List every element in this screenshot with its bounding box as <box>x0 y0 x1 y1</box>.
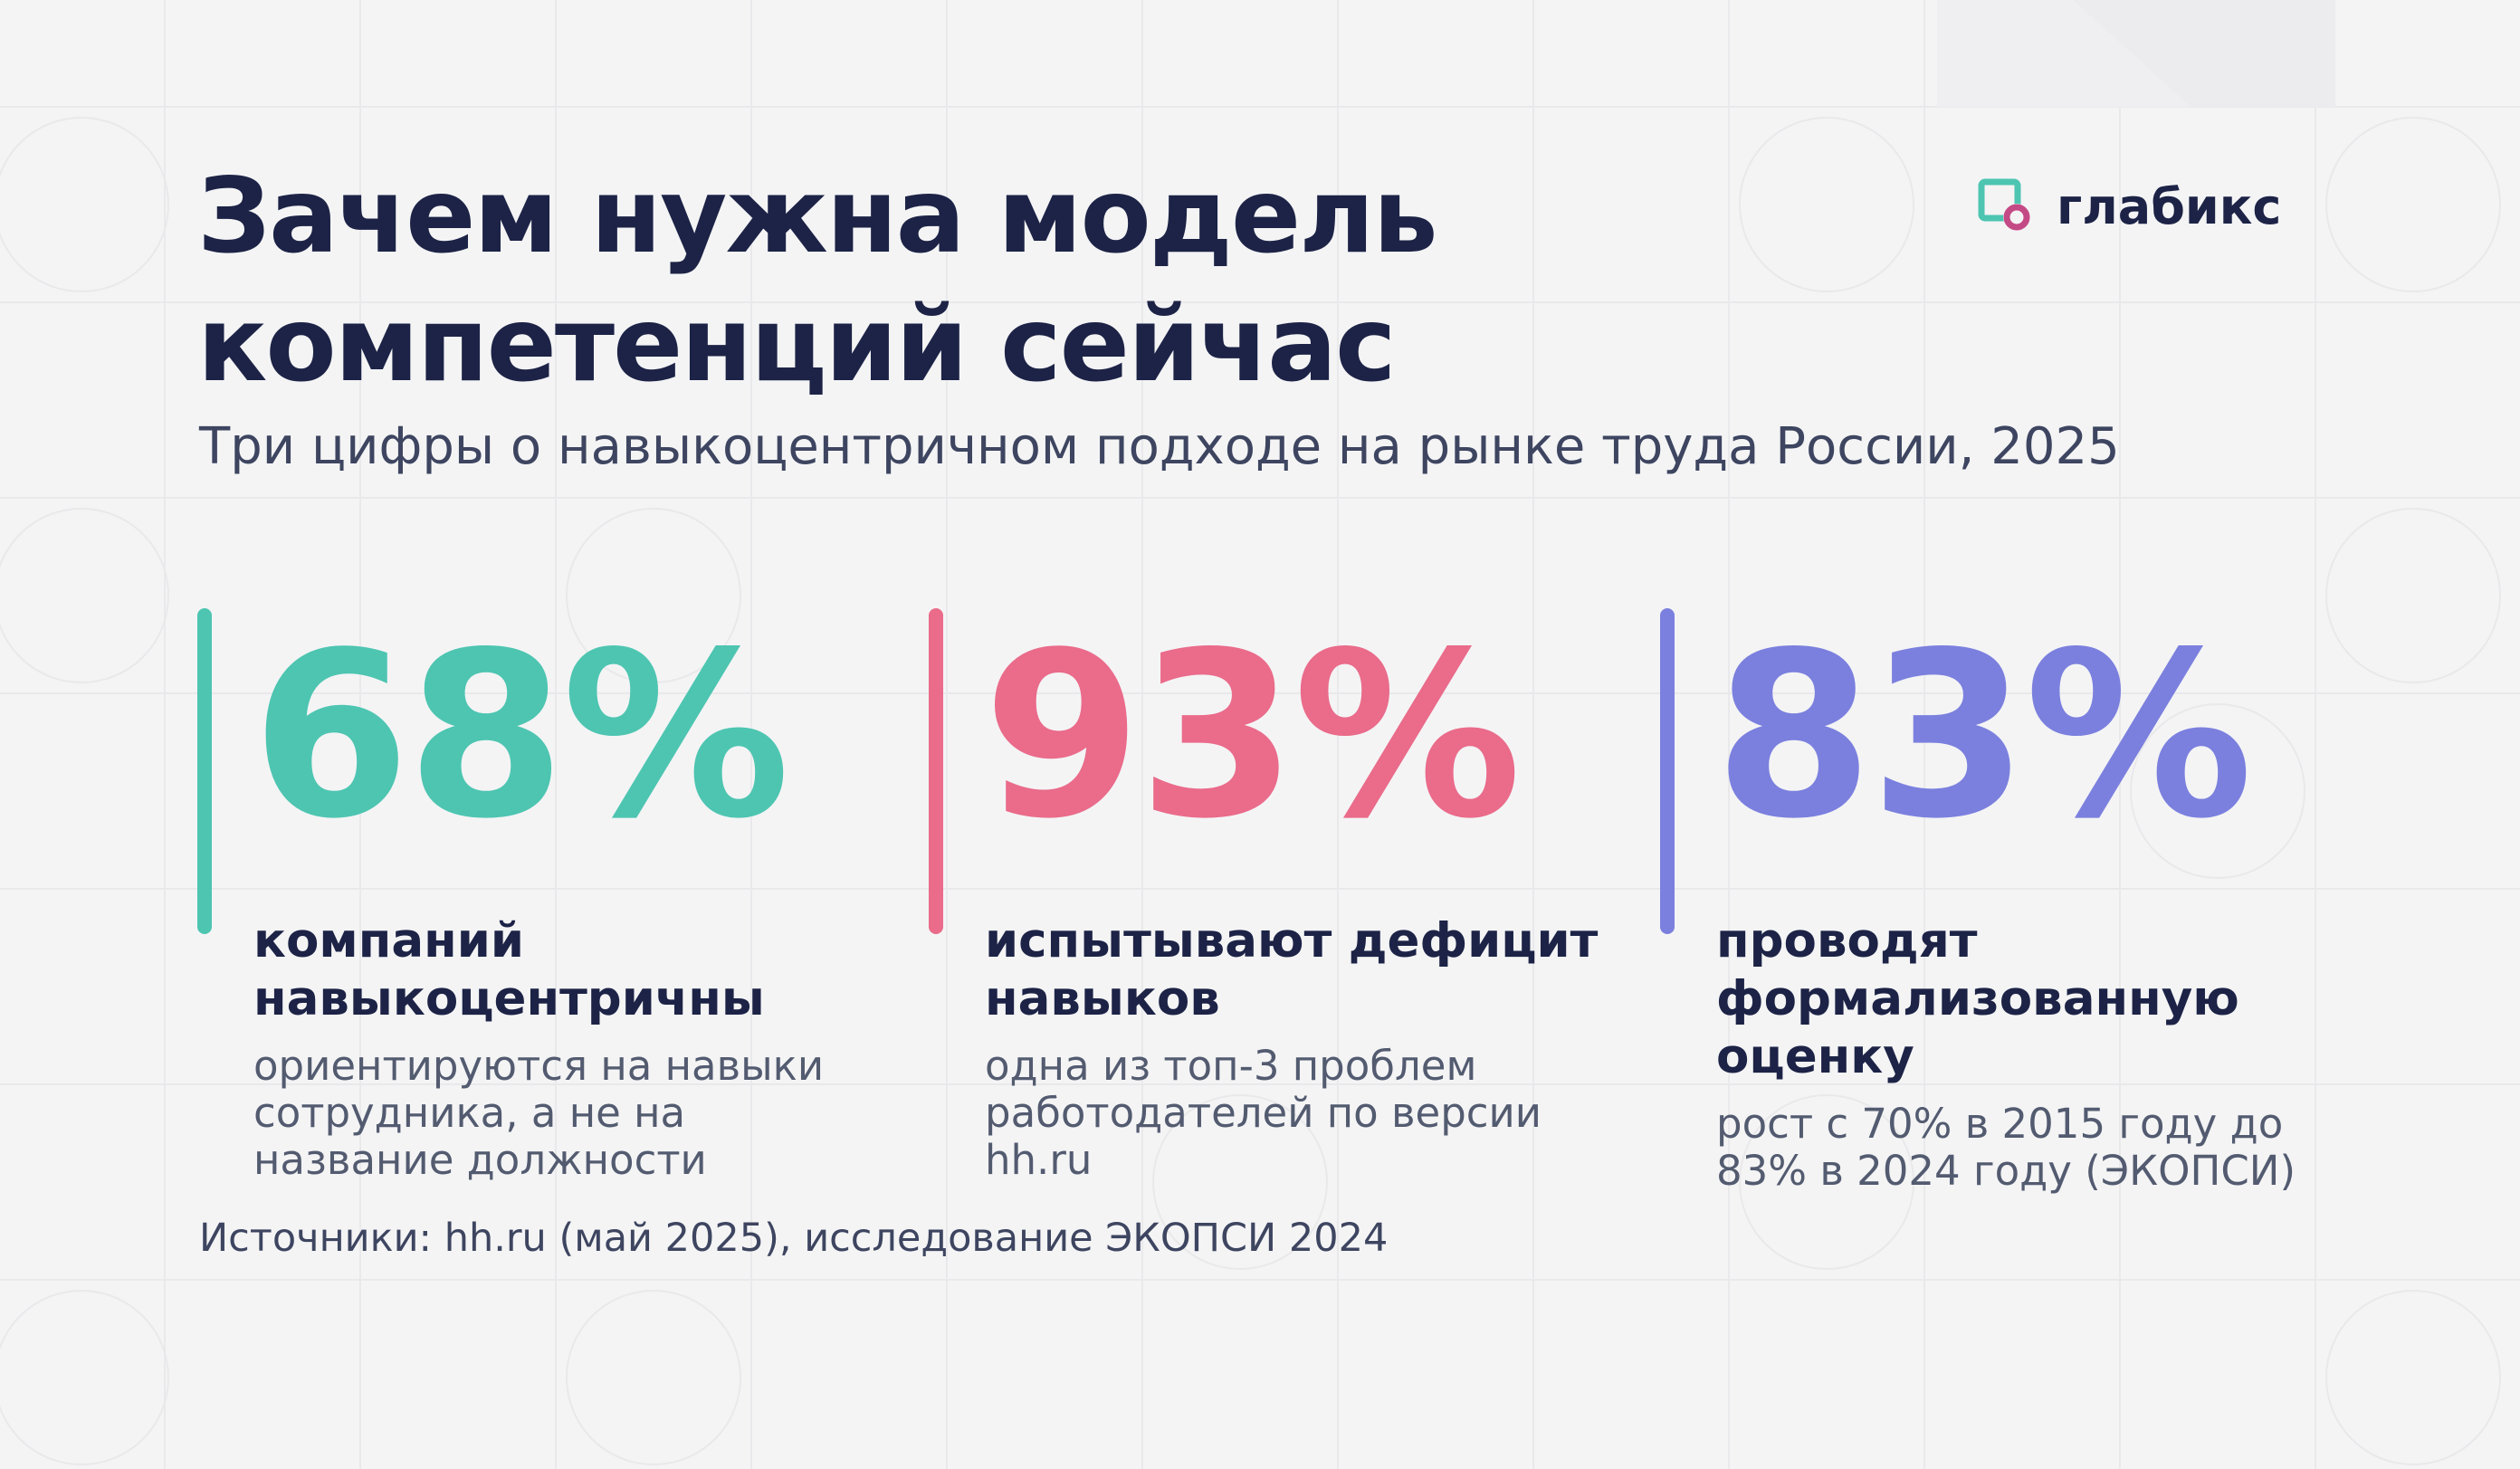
logo-text: глабикс <box>2057 177 2282 235</box>
stat-accent-bar <box>197 608 212 934</box>
page-title: Зачем нужна модель компетенций сейчас <box>197 152 1736 409</box>
stat-label: проводят формализованную оценку <box>1716 913 2239 1084</box>
stat-accent-bar <box>929 608 943 934</box>
stat-value: 83% <box>1714 604 2253 869</box>
sources-note: Источники: hh.ru (май 2025), исследовани… <box>199 1216 1389 1261</box>
title-line-2: компетенций сейчас <box>197 284 1397 405</box>
stat-description: ориентируются на навыки сотрудника, а не… <box>253 1042 825 1184</box>
stat-description: одна из топ-3 проблем работодателей по в… <box>985 1042 1542 1184</box>
title-line-1: Зачем нужна модель <box>197 156 1438 276</box>
stat-label: испытывают дефицит навыков <box>985 913 1599 1026</box>
page-subtitle: Три цифры о навыкоцентричном подходе на … <box>199 417 2120 476</box>
brand-logo: глабикс <box>1977 177 2281 235</box>
glabix-logo-icon <box>1978 178 2030 231</box>
stat-label: компаний навыкоцентричны <box>253 913 765 1026</box>
stat-accent-bar <box>1660 608 1675 934</box>
corner-decoration <box>1937 0 2335 107</box>
stat-value: 68% <box>252 604 790 869</box>
stat-description: рост с 70% в 2015 году до 83% в 2024 год… <box>1716 1100 2296 1195</box>
stat-value: 93% <box>983 604 1522 869</box>
